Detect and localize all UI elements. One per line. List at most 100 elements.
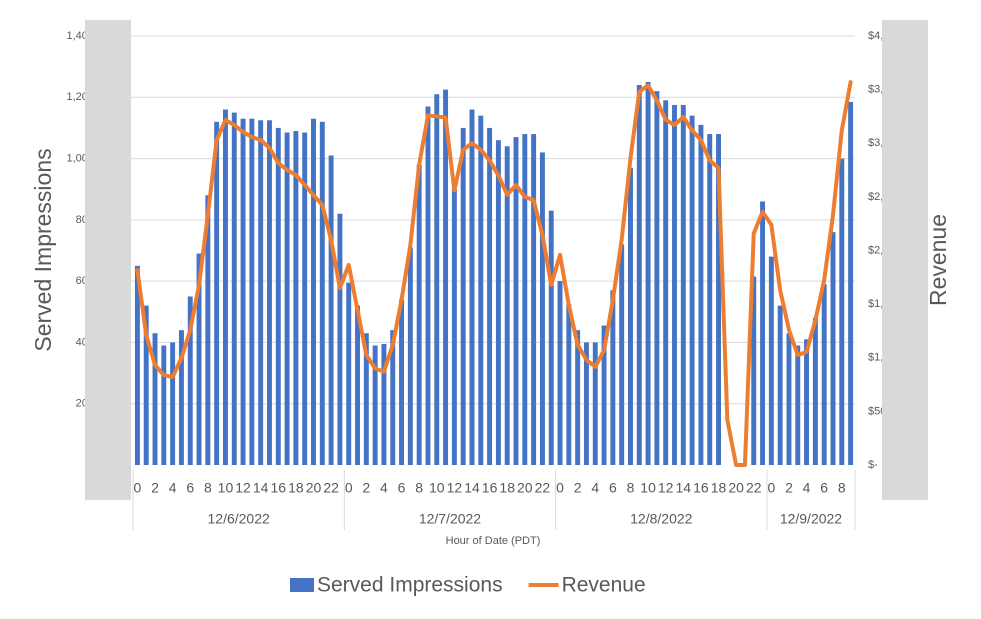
x-tick-label: 22 (535, 480, 551, 496)
bar (240, 118, 246, 465)
bar (222, 109, 228, 466)
x-tick-label: 8 (627, 480, 635, 496)
axis-panel (882, 20, 928, 500)
bar (654, 91, 660, 466)
x-tick-label: 2 (151, 480, 159, 496)
bar (777, 305, 783, 465)
bar (469, 109, 475, 466)
bar (592, 342, 598, 465)
x-tick-label: 2 (362, 480, 370, 496)
bar (425, 106, 431, 465)
bar (178, 330, 184, 465)
bar (716, 134, 721, 466)
x-tick-label: 12 (447, 480, 463, 496)
axis-panel (85, 20, 131, 500)
bar (355, 305, 360, 465)
x-group-label: 12/9/2022 (780, 511, 842, 527)
x-tick-label: 12 (658, 480, 674, 496)
bar (672, 104, 677, 466)
bar (275, 127, 281, 465)
x-tick-label: 18 (288, 480, 304, 496)
x-tick-label: 0 (767, 480, 775, 496)
bar (187, 296, 193, 465)
x-tick-label: 8 (838, 480, 846, 496)
bar (214, 121, 220, 466)
x-tick-label: 10 (640, 480, 656, 496)
bar (293, 130, 299, 465)
bar (848, 101, 854, 465)
bar (566, 304, 572, 465)
bar (152, 333, 158, 465)
bar (434, 94, 440, 465)
x-tick-label: 16 (482, 480, 498, 496)
bar (636, 85, 642, 466)
bar (161, 345, 167, 465)
bar (337, 213, 343, 465)
x-tick-label: 22 (323, 480, 339, 496)
bar (619, 244, 625, 465)
x-tick-label: 6 (609, 480, 617, 496)
bar (751, 276, 757, 465)
bar (628, 167, 633, 465)
x-group-label: 12/7/2022 (419, 511, 481, 527)
bar (478, 115, 484, 466)
bar (795, 345, 801, 465)
x-tick-label: 0 (345, 480, 353, 496)
bar (284, 132, 290, 465)
x-tick-label: 18 (711, 480, 727, 496)
legend-label: Served Impressions (317, 574, 503, 597)
x-tick-label: 16 (693, 480, 709, 496)
bar (680, 104, 686, 466)
x-tick-label: 14 (464, 480, 480, 496)
bar (487, 127, 493, 465)
bar (839, 158, 845, 466)
bar (267, 120, 272, 466)
bar (381, 343, 387, 465)
bar (249, 118, 255, 465)
bar (583, 342, 589, 465)
bar (830, 232, 836, 465)
bar (390, 330, 396, 465)
bar (205, 195, 211, 466)
bar (539, 152, 545, 465)
x-tick-label: 6 (820, 480, 828, 496)
bar (531, 134, 537, 466)
bar (416, 164, 422, 465)
y-axis-title: Served Impressions (30, 148, 56, 351)
bar (231, 112, 237, 465)
bar (451, 189, 457, 465)
bar (319, 121, 325, 466)
bar (504, 146, 510, 466)
x-tick-label: 0 (556, 480, 564, 496)
x-tick-label: 4 (380, 480, 388, 496)
bar (443, 89, 449, 465)
bar (768, 256, 774, 465)
bar (601, 325, 607, 465)
x-tick-label: 14 (253, 480, 269, 496)
bar (522, 134, 528, 466)
bar (258, 120, 264, 466)
bar (363, 333, 369, 465)
x-tick-label: 16 (270, 480, 286, 496)
x-group-label: 12/8/2022 (630, 511, 692, 527)
x-tick-label: 8 (415, 480, 423, 496)
bar (399, 299, 405, 465)
x-tick-label: 4 (803, 480, 811, 496)
bar (372, 345, 378, 465)
legend-swatch (290, 578, 314, 592)
x-group-label: 12/6/2022 (208, 511, 270, 527)
x-tick-label: 8 (204, 480, 212, 496)
bar (804, 339, 810, 465)
x-tick-label: 2 (574, 480, 582, 496)
x-tick-label: 2 (785, 480, 793, 496)
x-tick-label: 20 (517, 480, 533, 496)
bar (495, 140, 501, 465)
x-tick-label: 22 (746, 480, 762, 496)
bar (557, 281, 563, 465)
bar (821, 284, 827, 465)
bar (170, 342, 176, 465)
bar (698, 124, 704, 465)
x-tick-label: 4 (169, 480, 177, 496)
